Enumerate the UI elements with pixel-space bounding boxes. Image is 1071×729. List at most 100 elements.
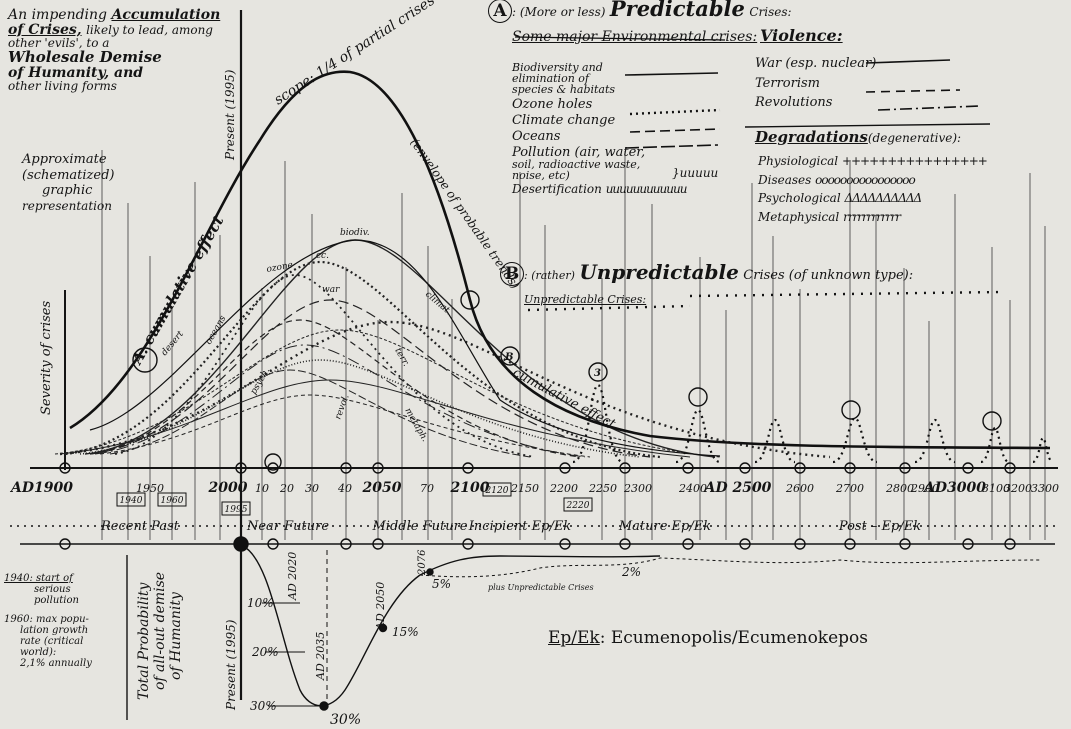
period-label-2: Middle Future xyxy=(372,519,468,534)
tick-label-12: 2250 xyxy=(588,482,617,495)
degr-item-4: Metaphysical rrrrrrrrrrrr xyxy=(758,208,987,227)
boxed-year-0: 1940 xyxy=(120,496,143,506)
period-label-5: Post – Ep/Ek xyxy=(838,519,921,534)
boxed-year-2: 1995 xyxy=(225,505,248,515)
prob-label-1: Total Probability xyxy=(136,582,152,700)
tick-label-6: 40 xyxy=(337,482,352,495)
degr-title: Degradations(degenerative): xyxy=(755,130,961,146)
ep-abbr: Ep/Ek xyxy=(548,628,600,648)
violence-items: War (esp. nuclear) Terrorism Revolutions xyxy=(755,54,876,113)
partial-crisis-curve xyxy=(80,360,640,457)
legend-b-letter: B xyxy=(500,262,524,286)
ep-def-a: : Ecumenopolis xyxy=(600,628,732,648)
period-labels: Recent Past Near Future Middle Future Incip… xyxy=(100,519,921,534)
env-item-3: species & habitats xyxy=(512,84,686,95)
unpredictable-bump xyxy=(981,428,1009,462)
tick-label-23: 3300 xyxy=(1031,482,1059,495)
env-item-10: Desertification uuuuuuuuuuuu xyxy=(512,183,686,195)
violence-item-1: War (esp. nuclear) xyxy=(755,54,876,74)
env-item-5: Climate change xyxy=(512,114,686,127)
period-label-4: Mature Ep/Ek xyxy=(618,519,711,534)
env-header: Some major Environmental crises: xyxy=(512,30,757,45)
curve-label-0: biodiv. xyxy=(340,228,370,238)
degr-items: Physiological ++++++++++++++++ Diseases … xyxy=(758,152,987,226)
tick-label-0: AD1900 xyxy=(9,480,73,496)
legend-a-title: A: (More or less) Predictable Crises: xyxy=(488,0,792,23)
note-3: pollution xyxy=(4,595,92,606)
legend-a-letter: A xyxy=(488,0,512,23)
degr-item-2: Diseases oooooooooooooooo xyxy=(758,171,987,190)
partial-crisis-curve xyxy=(55,330,720,457)
y-axis-label: Severity of crises xyxy=(39,301,54,415)
partial-crisis-curve xyxy=(90,300,650,457)
curve-label-1: cc. xyxy=(316,251,329,261)
intro-line6: other living forms xyxy=(8,80,220,93)
circled-3-label: 3 xyxy=(594,368,601,379)
ad-2035-label: AD 2035 xyxy=(314,632,327,681)
degr-note: (degenerative): xyxy=(868,131,961,145)
note-1: 1940: start of xyxy=(4,573,92,584)
tick-label-9: 2100 xyxy=(450,480,490,496)
curve-label-6: oceans xyxy=(204,314,229,347)
present-marker xyxy=(234,537,248,551)
legend-b-pre: : (rather) xyxy=(524,269,575,282)
degr-item-3: Psychological ΔΔΔΔΔΔΔΔΔΔ xyxy=(758,189,987,208)
intro-line1a: An impending xyxy=(8,7,107,23)
intro-line2b: likely to lead, among xyxy=(86,23,213,37)
unpredictable-bump xyxy=(1033,438,1053,462)
approx-line-4: representation xyxy=(22,199,115,213)
env-item-4: Ozone holes xyxy=(512,98,686,111)
plus-unpredictable-note: plus Unpredictable Crises xyxy=(488,584,594,592)
unpredictable-bump xyxy=(833,418,877,462)
legend-b-sub: Unpredictable Crises: xyxy=(524,294,646,306)
tick-label-8: 70 xyxy=(420,482,434,495)
note-6: rate (critical xyxy=(4,636,92,647)
unpredictable-bump xyxy=(915,420,955,462)
tick-label-3: 10 xyxy=(255,482,269,495)
curve-label-4: war xyxy=(322,285,340,295)
ep-def-b: /Ecumenokepos xyxy=(732,628,868,648)
partial-crisis-curve xyxy=(90,320,580,457)
note-2: serious xyxy=(4,584,92,595)
legend-b-title: B: (rather) Unpredictable Crises (of unk… xyxy=(500,262,913,286)
tick-label-22: 3200 xyxy=(1004,482,1032,495)
intro-line1b: Accumulation xyxy=(111,7,220,23)
note-8: 2,1% annually xyxy=(4,658,92,669)
tick-label-7: 2050 xyxy=(362,480,402,496)
intro-line2a: of Crises, xyxy=(8,22,82,38)
env-item-6: Oceans xyxy=(512,130,686,143)
period-label-3: Incipient Ep/Ek xyxy=(468,519,572,534)
tick-label-16: 2600 xyxy=(785,482,814,495)
note-5: lation growth xyxy=(4,625,92,636)
notes-block: 1940: start of serious pollution 1960: m… xyxy=(4,573,92,669)
legend-b-main: Unpredictable xyxy=(579,260,739,284)
probability-curve xyxy=(243,546,660,706)
ad-2076-label: 2076 xyxy=(417,549,428,576)
percent-label-0: 10% xyxy=(247,596,274,610)
unpredictable-crisis-bumps xyxy=(573,385,1053,462)
env-items: Biodiversity and elimination of species … xyxy=(512,62,686,195)
curve-label-5: desert xyxy=(160,329,187,358)
pollution-marker: }uuuuu xyxy=(672,167,718,180)
curve-label-9: metaph. xyxy=(402,407,429,444)
ep-definition: Ep/Ek: Ecumenopolis/Ecumenokepos xyxy=(548,630,868,648)
percent-label-6: 2% xyxy=(621,565,641,579)
degr-header: Degradations xyxy=(755,128,868,146)
ad-2050-label: AD 2050 xyxy=(374,582,387,631)
curve-label-2: ozone xyxy=(266,260,294,274)
tick-label-10: 2150 xyxy=(510,482,539,495)
boxed-year-1: 1960 xyxy=(161,496,184,506)
intro-block: An impending Accumulation of Crises, lik… xyxy=(8,8,220,93)
prob-label-3: of Humanity xyxy=(168,591,184,680)
tick-label-5: 30 xyxy=(305,482,319,495)
prob-label-2: of all-out demise xyxy=(152,572,168,690)
boxed-year-4: 2220 xyxy=(566,501,590,511)
tick-label-18: 2800 xyxy=(885,482,914,495)
tick-label-13: 2300 xyxy=(623,482,652,495)
probability-dashed-curve xyxy=(420,558,1040,577)
scope-label: scope: 1/4 of partial crises xyxy=(271,0,437,108)
percent-label-2: 30% xyxy=(250,699,277,713)
intro-line5: of Humanity, and xyxy=(8,66,220,81)
env-item-9: noise, etc) xyxy=(512,170,686,181)
